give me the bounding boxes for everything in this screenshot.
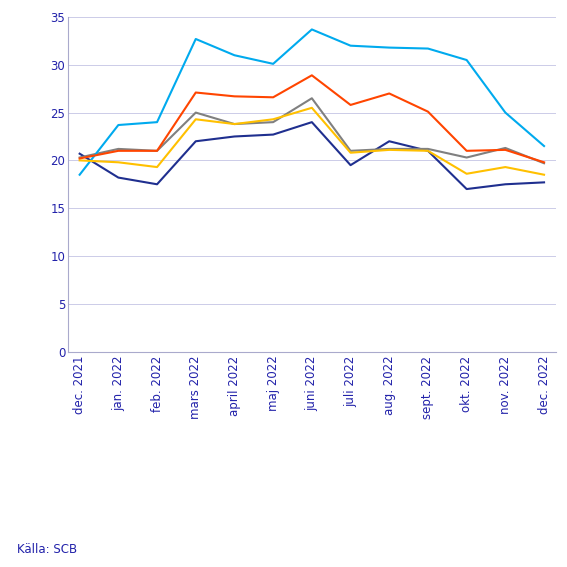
Importprisindex xyxy=(463,57,470,64)
Line: Exportprisindex: Exportprisindex xyxy=(79,98,544,163)
Prisindex för inhemsk tillgång xyxy=(76,155,83,162)
Importprisindex xyxy=(154,119,160,125)
Hemmamarknadsprisindex xyxy=(154,181,160,188)
Hemmamarknadsprisindex xyxy=(270,131,277,138)
Importprisindex xyxy=(76,171,83,178)
Importprisindex xyxy=(541,143,548,150)
Importprisindex xyxy=(115,121,122,128)
Importprisindex xyxy=(347,43,354,49)
Exportprisindex xyxy=(270,119,277,125)
Exportprisindex xyxy=(425,146,431,153)
Importprisindex xyxy=(308,26,315,33)
Prisindex för inhemsk tillgång xyxy=(154,147,160,154)
Prisindex för inhemsk tillgång xyxy=(115,147,122,154)
Text: Källa: SCB: Källa: SCB xyxy=(17,543,77,556)
Producentprisindex xyxy=(231,121,238,128)
Importprisindex xyxy=(192,36,199,43)
Prisindex för inhemsk tillgång xyxy=(192,89,199,96)
Hemmamarknadsprisindex xyxy=(463,185,470,192)
Hemmamarknadsprisindex xyxy=(347,162,354,168)
Prisindex för inhemsk tillgång xyxy=(502,146,509,153)
Exportprisindex xyxy=(463,154,470,161)
Hemmamarknadsprisindex xyxy=(386,138,393,145)
Hemmamarknadsprisindex xyxy=(502,181,509,188)
Importprisindex xyxy=(270,61,277,67)
Exportprisindex xyxy=(541,160,548,167)
Prisindex för inhemsk tillgång xyxy=(541,159,548,166)
Importprisindex xyxy=(425,45,431,52)
Exportprisindex xyxy=(115,146,122,153)
Line: Producentprisindex: Producentprisindex xyxy=(79,108,544,175)
Hemmamarknadsprisindex xyxy=(231,133,238,140)
Producentprisindex xyxy=(347,149,354,156)
Hemmamarknadsprisindex xyxy=(76,150,83,157)
Exportprisindex xyxy=(231,121,238,128)
Hemmamarknadsprisindex xyxy=(541,179,548,186)
Hemmamarknadsprisindex xyxy=(192,138,199,145)
Producentprisindex xyxy=(76,157,83,164)
Exportprisindex xyxy=(308,95,315,101)
Producentprisindex xyxy=(115,159,122,166)
Importprisindex xyxy=(231,52,238,58)
Producentprisindex xyxy=(425,147,431,154)
Hemmamarknadsprisindex xyxy=(308,119,315,125)
Prisindex för inhemsk tillgång xyxy=(347,101,354,108)
Producentprisindex xyxy=(463,170,470,177)
Producentprisindex xyxy=(154,164,160,171)
Producentprisindex xyxy=(192,116,199,122)
Producentprisindex xyxy=(502,164,509,171)
Exportprisindex xyxy=(347,147,354,154)
Exportprisindex xyxy=(386,146,393,153)
Line: Hemmamarknadsprisindex: Hemmamarknadsprisindex xyxy=(79,122,544,189)
Exportprisindex xyxy=(192,109,199,116)
Line: Importprisindex: Importprisindex xyxy=(79,29,544,175)
Prisindex för inhemsk tillgång xyxy=(270,94,277,101)
Exportprisindex xyxy=(76,154,83,161)
Line: Prisindex för inhemsk tillgång: Prisindex för inhemsk tillgång xyxy=(79,75,544,162)
Exportprisindex xyxy=(154,147,160,154)
Producentprisindex xyxy=(386,146,393,153)
Prisindex för inhemsk tillgång xyxy=(425,108,431,115)
Exportprisindex xyxy=(502,145,509,151)
Hemmamarknadsprisindex xyxy=(115,174,122,181)
Producentprisindex xyxy=(270,116,277,122)
Prisindex för inhemsk tillgång xyxy=(386,90,393,97)
Prisindex för inhemsk tillgång xyxy=(463,147,470,154)
Prisindex för inhemsk tillgång xyxy=(308,72,315,79)
Hemmamarknadsprisindex xyxy=(425,147,431,154)
Producentprisindex xyxy=(541,171,548,178)
Importprisindex xyxy=(502,109,509,116)
Importprisindex xyxy=(386,44,393,51)
Prisindex för inhemsk tillgång xyxy=(231,93,238,100)
Producentprisindex xyxy=(308,104,315,111)
